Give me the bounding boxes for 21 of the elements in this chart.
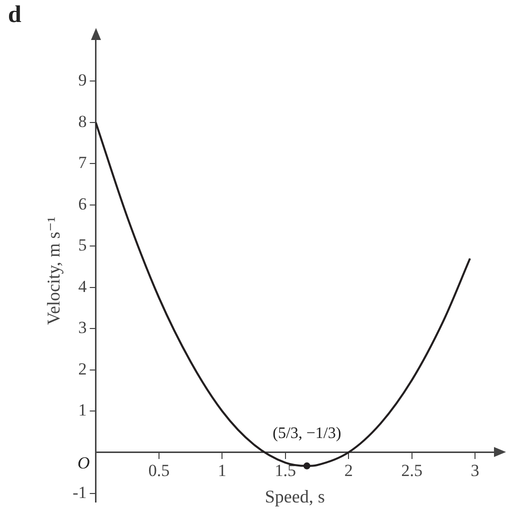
y-tick-label: 3 bbox=[78, 318, 87, 338]
y-tick-label: 1 bbox=[78, 400, 87, 420]
x-tick-label: 1.5 bbox=[274, 460, 296, 480]
y-tick-label: -1 bbox=[72, 483, 87, 502]
x-tick-label: 0.5 bbox=[148, 460, 170, 480]
x-tick-label: 2.5 bbox=[401, 460, 422, 480]
text: O bbox=[77, 453, 90, 472]
y-tick-label: 9 bbox=[78, 70, 87, 90]
y-tick-label: 8 bbox=[78, 112, 87, 131]
x-tick-label: 3 bbox=[470, 460, 480, 480]
y-tick-label: 2 bbox=[78, 359, 87, 378]
x-tick-label: 2 bbox=[344, 460, 353, 480]
y-axis-title: Velocity, m s⁻¹ bbox=[44, 216, 64, 326]
text: d bbox=[8, 2, 22, 28]
x-tick-label: 1 bbox=[218, 460, 226, 480]
y-tick-label: 6 bbox=[78, 194, 87, 214]
y-tick-label: 5 bbox=[78, 236, 87, 255]
y-tick-label: 4 bbox=[78, 276, 88, 296]
annotation: (5/3, −1/3) bbox=[272, 425, 342, 442]
y-tick-label: 7 bbox=[78, 153, 88, 172]
x-axis-title: Speed, s bbox=[264, 486, 325, 507]
